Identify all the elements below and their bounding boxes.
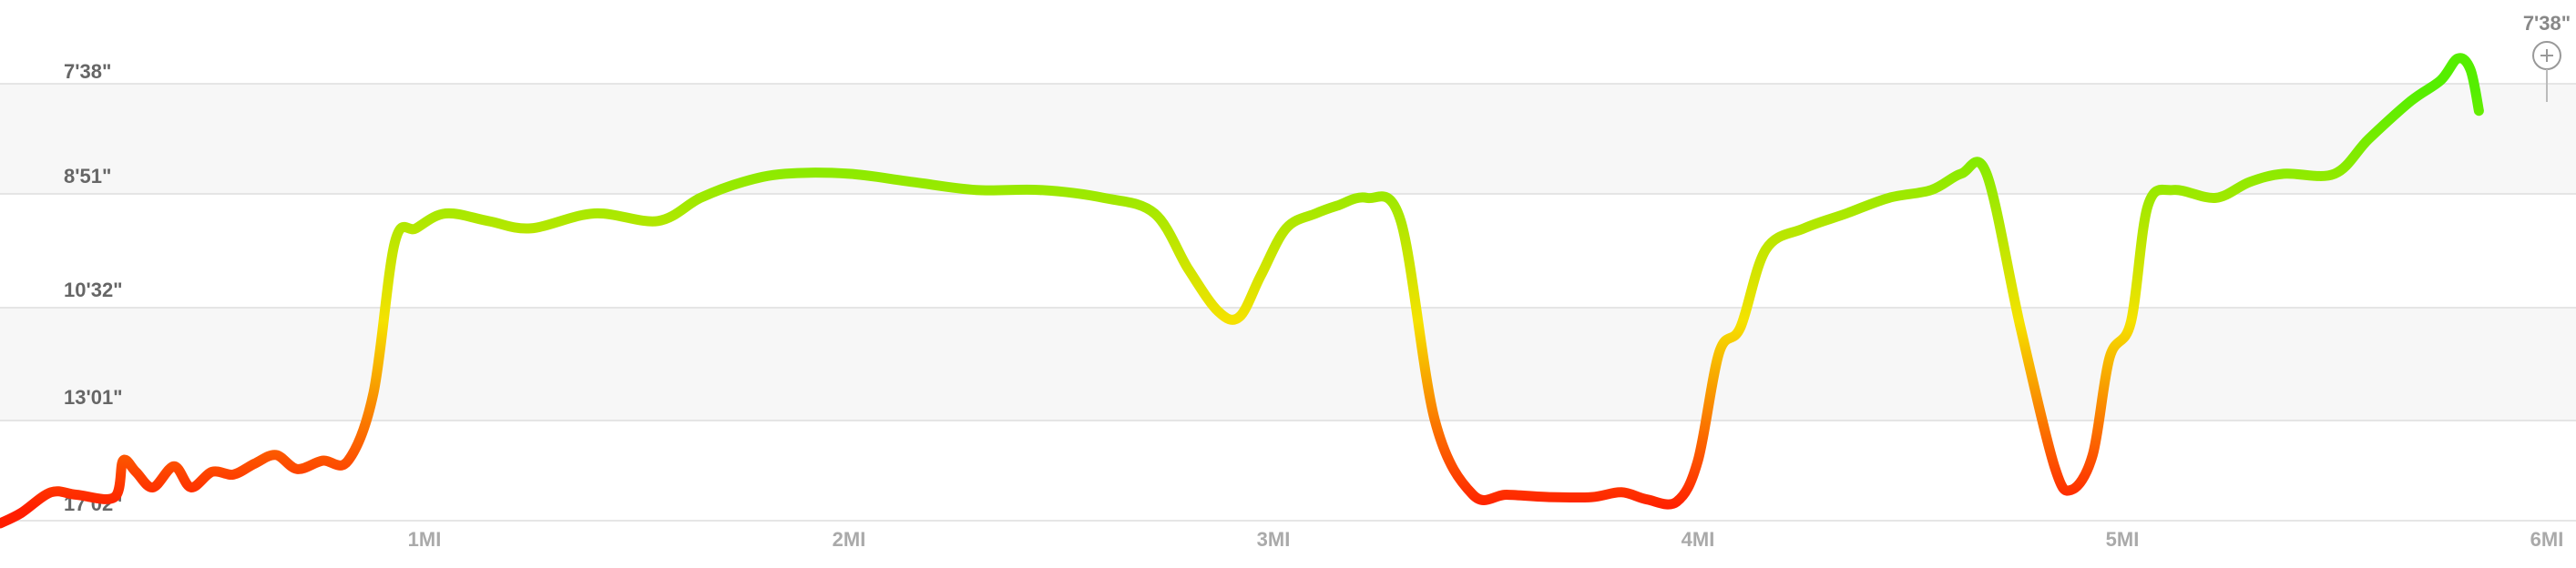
y-tick-label: 7'38" [64,60,111,83]
x-tick-label: 3MI [1257,528,1291,551]
x-tick-label: 5MI [2106,528,2140,551]
y-tick-label: 8'51" [64,165,111,188]
max-pace-marker[interactable]: 7'38" [2523,12,2571,102]
band-3 [0,308,2576,421]
y-tick-label: 10'32" [64,279,123,301]
x-tick-labels: 1MI 2MI 3MI 4MI 5MI 6MI [408,528,2564,551]
band-4 [0,421,2576,521]
max-pace-label: 7'38" [2523,12,2571,35]
x-tick-label: 2MI [833,528,866,551]
pace-series-line [0,53,2484,529]
x-tick-label: 4MI [1682,528,1715,551]
y-tick-label: 13'01" [64,386,123,409]
x-tick-label: 1MI [408,528,442,551]
band-1 [0,84,2576,194]
x-tick-label: 6MI [2530,528,2564,551]
